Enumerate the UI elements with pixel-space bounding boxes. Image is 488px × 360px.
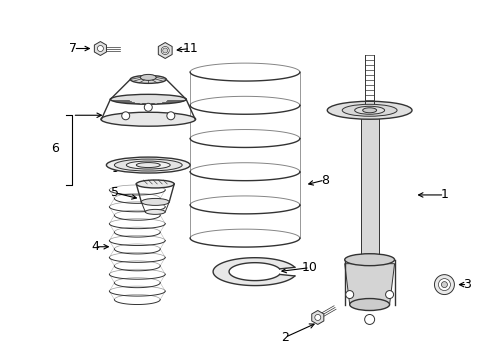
Circle shape [314, 315, 320, 320]
Ellipse shape [326, 101, 411, 119]
Text: 9: 9 [111, 162, 119, 175]
Polygon shape [311, 310, 323, 324]
Circle shape [161, 46, 169, 54]
Ellipse shape [114, 159, 182, 171]
Ellipse shape [141, 198, 169, 206]
Ellipse shape [344, 254, 394, 266]
Text: 4: 4 [91, 240, 99, 253]
Ellipse shape [136, 180, 174, 188]
Polygon shape [94, 41, 106, 55]
Circle shape [166, 112, 175, 120]
Ellipse shape [349, 298, 389, 310]
Circle shape [163, 48, 167, 53]
Ellipse shape [342, 104, 396, 116]
Ellipse shape [433, 275, 453, 294]
Circle shape [144, 103, 152, 111]
Text: 7: 7 [69, 42, 77, 55]
Text: 2: 2 [281, 331, 288, 344]
Circle shape [97, 45, 103, 51]
Ellipse shape [126, 161, 170, 169]
Ellipse shape [362, 108, 376, 113]
Ellipse shape [130, 75, 166, 84]
Circle shape [364, 315, 374, 324]
Circle shape [385, 291, 393, 298]
Ellipse shape [354, 106, 384, 114]
Ellipse shape [106, 157, 190, 173]
PathPatch shape [213, 258, 294, 285]
Bar [360, 115, 378, 260]
Text: 6: 6 [52, 141, 60, 155]
Ellipse shape [101, 112, 195, 126]
Text: 10: 10 [301, 261, 317, 274]
Text: 1: 1 [440, 188, 447, 202]
Ellipse shape [110, 94, 186, 104]
Text: 3: 3 [463, 278, 470, 291]
Polygon shape [158, 42, 172, 58]
Text: 5: 5 [111, 186, 119, 199]
Polygon shape [344, 264, 394, 305]
Circle shape [122, 112, 129, 120]
Ellipse shape [145, 210, 165, 214]
Text: 11: 11 [182, 42, 198, 55]
Circle shape [345, 291, 353, 298]
Ellipse shape [140, 75, 156, 80]
Ellipse shape [136, 163, 160, 167]
Ellipse shape [438, 279, 449, 291]
Text: 8: 8 [320, 174, 328, 186]
Ellipse shape [441, 282, 447, 288]
